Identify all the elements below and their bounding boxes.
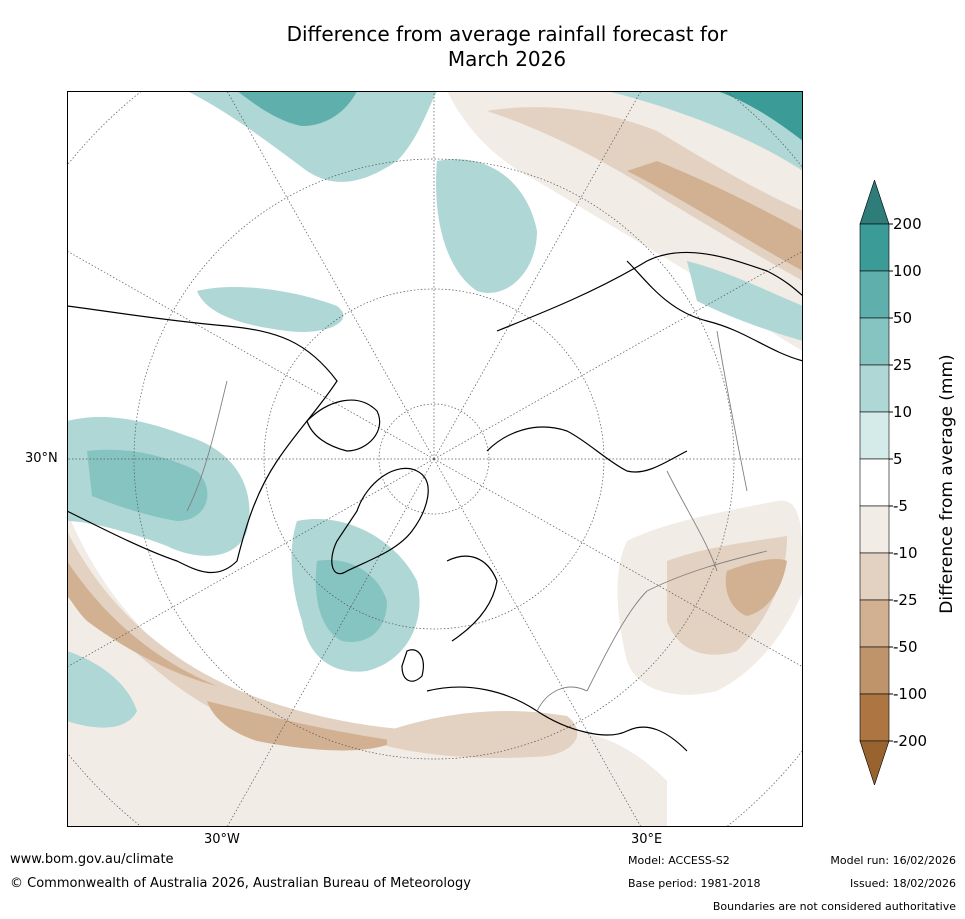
- anomaly-region-wet-japan: [687, 261, 803, 341]
- colorbar-tick-label: -10: [893, 544, 918, 562]
- anomaly-region-wet-alaska: [197, 286, 344, 332]
- colorbar-extend-top: [859, 180, 890, 225]
- coastline-europe: [426, 686, 688, 752]
- anomaly-region-wet-north-atlantic-strong: [315, 560, 387, 642]
- lon-label-30w: 30°W: [204, 832, 240, 847]
- colorbar-tick-label: -100: [893, 685, 927, 703]
- anomaly-region-dry-south: [207, 701, 397, 751]
- colorbar-swatch: [859, 317, 890, 366]
- colorbar-tick-label: -200: [893, 732, 927, 750]
- anomaly-region-dry-southwest-mid: [67, 531, 447, 742]
- coastlines: [67, 251, 803, 752]
- coastline-east-asia: [626, 260, 803, 362]
- colorbar-tick-label: 50: [893, 309, 912, 327]
- anomaly-region-dry-northeast-strong: [627, 161, 803, 271]
- colorbar-swatch: [859, 458, 890, 507]
- anomaly-region-dry-northeast-mid: [487, 107, 803, 281]
- footer-model: Model: ACCESS-S2: [628, 854, 730, 867]
- colorbar-tick-label: -25: [893, 591, 918, 609]
- anomaly-region-wet-northeast-corner-strong: [717, 91, 803, 141]
- colorbar-swatches: [859, 180, 890, 785]
- coastline-russia-arctic: [486, 426, 688, 473]
- colorbar-swatch: [859, 552, 890, 601]
- anomaly-region-dry-southwest-strong: [67, 561, 217, 686]
- colorbar-tick-label: -5: [893, 497, 908, 515]
- colorbar-title: Difference from average (mm): [937, 354, 957, 614]
- colorbar-swatch: [859, 411, 890, 460]
- anomaly-region-wet-north-pacific: [187, 91, 437, 182]
- anomaly-region-dry-mediterranean: [387, 711, 578, 758]
- coastline-scandinavia: [446, 555, 498, 642]
- graticule: [67, 91, 803, 827]
- colorbar-tick-label: 5: [893, 450, 903, 468]
- footer-boundaries-note: Boundaries are not considered authoritat…: [712, 900, 956, 913]
- anomaly-region-dry-central-asia-strong: [725, 559, 787, 616]
- anomaly-region-wet-north-pacific-strong: [237, 91, 357, 126]
- lon-label-30e: 30°E: [631, 832, 663, 847]
- colorbar-tick-label: -50: [893, 638, 918, 656]
- anomaly-region-wet-northeast-corner: [607, 91, 803, 171]
- colorbar-tick-label: 200: [893, 215, 922, 233]
- footer-issued: Issued: 18/02/2026: [849, 877, 956, 890]
- colorbar-tick-label: 100: [893, 262, 922, 280]
- colorbar-swatch: [859, 599, 890, 648]
- colorbar-swatch: [859, 505, 890, 554]
- rainfall-anomaly-map: [67, 91, 803, 827]
- country-borders: [186, 330, 768, 712]
- colorbar-extend-bottom: [859, 740, 890, 785]
- coastline-north-america: [67, 305, 338, 574]
- colorbar-tick-label: 25: [893, 356, 912, 374]
- colorbar-swatch: [859, 646, 890, 695]
- map-frame: [67, 91, 803, 827]
- coastline-siberia: [496, 251, 803, 332]
- footer-base-period: Base period: 1981-2018: [628, 877, 761, 890]
- coastline-arctic-islands: [306, 399, 381, 452]
- anomaly-region-dry-bottom: [87, 781, 267, 814]
- colorbar-tick-label: 10: [893, 403, 912, 421]
- map-title-line2: March 2026: [447, 47, 567, 71]
- anomaly-region-wet-bottomleft: [67, 651, 137, 728]
- colorbar-swatch: [859, 693, 890, 742]
- map-title-line1: Difference from average rainfall forecas…: [286, 22, 728, 46]
- colorbar: 200 100 50 25 10 5 -5 -10 -25 -50 -100 -200: [859, 180, 927, 785]
- footer-model-run: Model run: 16/02/2026: [830, 854, 956, 867]
- coastline-greenland: [331, 467, 429, 575]
- colorbar-swatch: [859, 364, 890, 413]
- lat-label-30n: 30°N: [25, 451, 58, 466]
- footer-copyright: © Commonwealth of Australia 2026, Austra…: [10, 876, 471, 891]
- colorbar-swatch: [859, 223, 890, 272]
- map-title: Difference from average rainfall forecas…: [0, 22, 965, 72]
- colorbar-ticks: 200 100 50 25 10 5 -5 -10 -25 -50 -100 -200: [889, 215, 927, 750]
- anomaly-region-wet-bering: [436, 159, 537, 293]
- coastline-british-isles: [401, 649, 424, 682]
- footer-website[interactable]: www.bom.gov.au/climate: [10, 852, 174, 867]
- anomaly-region-wet-west-strong: [87, 449, 208, 521]
- colorbar-swatch: [859, 270, 890, 319]
